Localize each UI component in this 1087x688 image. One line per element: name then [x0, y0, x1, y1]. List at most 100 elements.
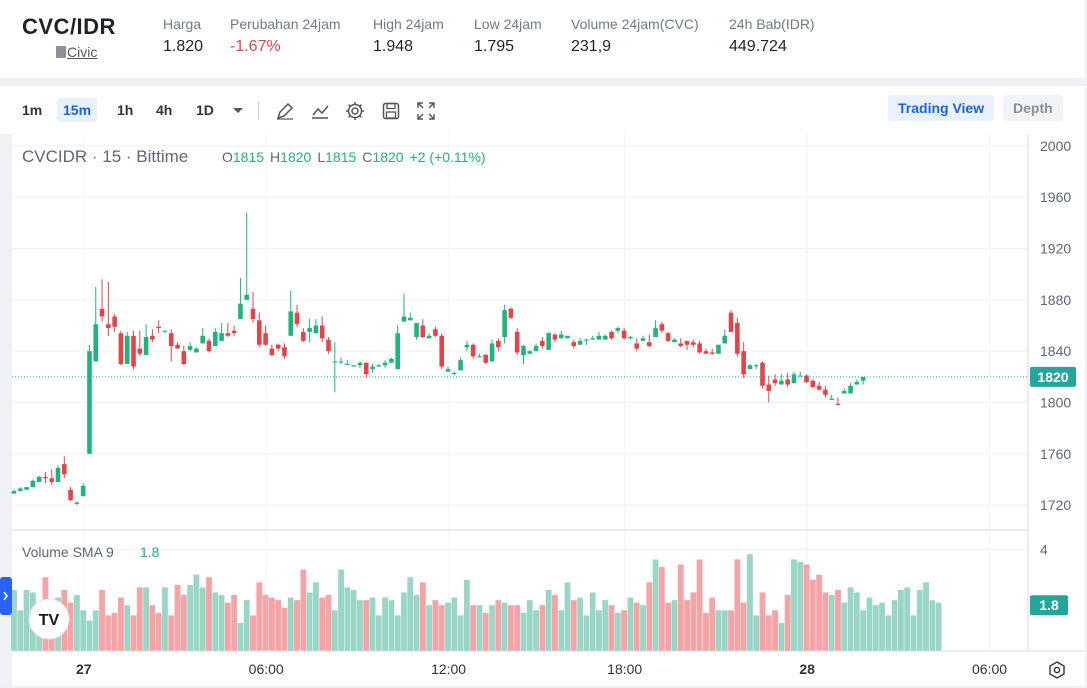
- volume-bar: [828, 595, 835, 651]
- candle-body: [546, 333, 551, 350]
- price-tick: 1800: [1040, 395, 1071, 411]
- volume-bar: [791, 559, 797, 651]
- candle-body: [351, 365, 356, 367]
- candle-body: [703, 351, 709, 354]
- price-axis[interactable]: 2000 1960 1920 1880 1840 1800 1760 1720 4: [1040, 138, 1071, 557]
- volume-bar: [357, 600, 363, 651]
- chevron-down-icon[interactable]: [227, 100, 249, 122]
- candle-body: [212, 331, 218, 347]
- candle-body: [804, 375, 809, 382]
- candle-body: [445, 369, 451, 372]
- volume-bar: [212, 592, 219, 651]
- volume-bar: [614, 612, 621, 651]
- price-chart[interactable]: 2000 1960 1920 1880 1840 1800 1760 1720 4 27 06:0…: [0, 134, 1085, 686]
- volume-bar: [17, 610, 24, 651]
- volume-bar: [118, 597, 124, 651]
- volume-bar: [627, 597, 634, 651]
- time-axis[interactable]: 27 06:00 12:00 18:00 28 06:00: [76, 661, 1007, 677]
- volume-bar: [564, 582, 571, 651]
- candle-body: [527, 351, 533, 354]
- coin-name[interactable]: Civic: [67, 44, 98, 60]
- candle-body: [609, 331, 614, 339]
- fullscreen-icon[interactable]: [415, 100, 437, 122]
- candle-body: [162, 330, 168, 332]
- volume-bar: [803, 564, 810, 651]
- interval-4h[interactable]: 4h: [156, 102, 173, 118]
- trading-view-button[interactable]: Trading View: [888, 95, 995, 121]
- volume-current-label-box: [1030, 595, 1068, 616]
- candle-body: [779, 380, 784, 385]
- volume-bar: [111, 612, 118, 651]
- candle-body: [55, 467, 61, 483]
- candle-body: [407, 317, 413, 321]
- save-icon[interactable]: [380, 100, 402, 122]
- volume-bar: [281, 607, 288, 651]
- volume-bar: [577, 597, 583, 651]
- volume-bar: [92, 610, 99, 651]
- candle-body: [118, 333, 124, 365]
- volume-bar: [369, 597, 376, 651]
- volume-bar: [778, 623, 785, 651]
- volume-bar: [193, 574, 200, 651]
- volume-bar: [243, 600, 250, 651]
- candle-body: [370, 366, 375, 370]
- volume-bar: [224, 602, 231, 651]
- volume-bar: [596, 610, 602, 651]
- stat-volume: Volume 24jam(CVC) 231,9: [571, 16, 699, 56]
- volume-bar: [835, 589, 841, 651]
- pencil-draw-icon[interactable]: [274, 100, 296, 122]
- candle-body: [439, 335, 445, 367]
- candle-body: [489, 343, 495, 362]
- candle-body: [848, 385, 853, 394]
- candle-body: [552, 334, 558, 340]
- candle-body: [143, 337, 149, 356]
- interval-1d[interactable]: 1D: [196, 102, 214, 118]
- indicator-chart-icon[interactable]: [309, 100, 331, 122]
- candle-body: [797, 375, 803, 377]
- volume-bar: [375, 615, 382, 651]
- gear-icon[interactable]: [344, 100, 366, 122]
- candle-body: [747, 365, 753, 370]
- candle-body: [363, 362, 369, 375]
- candle-body: [766, 384, 772, 391]
- candle-body: [238, 303, 243, 320]
- volume-bar: [897, 589, 904, 651]
- candle-body: [558, 334, 564, 339]
- volume-bar: [866, 597, 873, 651]
- candle-body: [187, 346, 193, 350]
- volume-legend-value: 1.8: [140, 544, 160, 560]
- candle-body: [99, 308, 105, 317]
- candle-body: [62, 464, 67, 475]
- stat-high: High 24jam 1.948: [373, 16, 444, 56]
- depth-button[interactable]: Depth: [1003, 95, 1063, 121]
- candle-body: [200, 335, 205, 344]
- candle-body: [483, 355, 489, 363]
- chart-toolbar: 1m 15m 1h 4h 1D Trading View Depth: [0, 86, 1085, 134]
- candle-body: [395, 333, 400, 370]
- interval-15m[interactable]: 15m: [57, 98, 98, 122]
- interval-1h[interactable]: 1h: [117, 102, 134, 118]
- volume-bar: [514, 605, 521, 651]
- volume-bar: [457, 615, 464, 651]
- candle-body: [634, 343, 640, 349]
- candle-body: [684, 340, 690, 345]
- time-tick: 27: [76, 661, 92, 677]
- interval-1m[interactable]: 1m: [22, 102, 43, 118]
- volume-bar: [923, 582, 929, 651]
- candle-body: [464, 344, 470, 348]
- time-tick: 12:00: [431, 661, 466, 677]
- candle-body: [672, 339, 677, 343]
- stat-label: Volume 24jam(CVC): [571, 16, 699, 32]
- volume-bar: [602, 600, 609, 651]
- volume-bar: [294, 600, 300, 651]
- collapse-handle[interactable]: [0, 577, 12, 615]
- chart-settings-icon[interactable]: [1049, 661, 1065, 679]
- stat-value: 1.948: [373, 38, 414, 55]
- volume-bar: [747, 554, 753, 651]
- candle-body: [319, 325, 325, 339]
- coin-link[interactable]: Civic: [46, 44, 97, 60]
- tradingview-logo[interactable]: [28, 598, 70, 640]
- candle-body: [697, 343, 702, 353]
- volume-bar: [382, 597, 389, 651]
- candle-body: [521, 346, 526, 356]
